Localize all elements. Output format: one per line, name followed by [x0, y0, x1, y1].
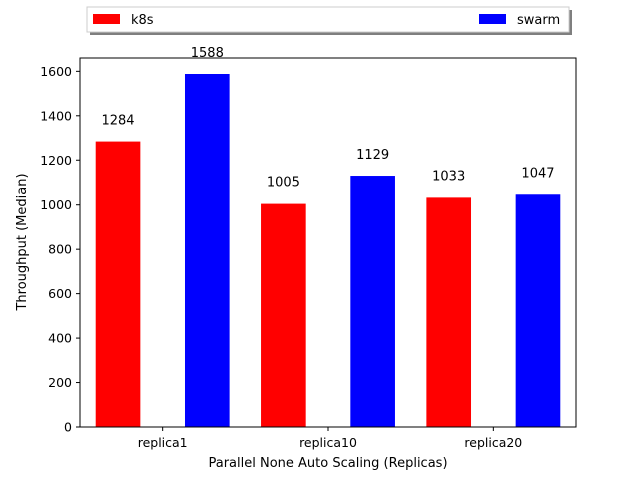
bar-value-label: 1047 [521, 166, 554, 181]
legend-swatch-k8s [93, 14, 120, 24]
legend-label-swarm: swarm [517, 13, 560, 28]
y-tick-label: 1200 [40, 153, 72, 168]
x-axis-label: Parallel None Auto Scaling (Replicas) [208, 456, 447, 471]
y-axis-ticks: 0 200 400 600 800 1000 1200 1400 1600 [40, 64, 80, 435]
bar-swarm-replica1 [184, 74, 230, 427]
y-tick-label: 600 [48, 286, 72, 301]
bars [95, 74, 561, 427]
y-tick-label: 1000 [40, 197, 72, 212]
bar-value-label: 1284 [101, 114, 134, 129]
legend-swatch-swarm [479, 14, 506, 24]
legend: k8s swarm [86, 6, 572, 35]
bar-value-label: 1588 [191, 46, 224, 61]
bar-swarm-replica10 [350, 176, 395, 427]
bar-k8s-replica10 [261, 203, 306, 427]
y-tick-label: 0 [64, 420, 72, 435]
x-tick-label: replica20 [464, 435, 522, 450]
x-axis-ticks: replica1 replica10 replica20 [138, 427, 522, 450]
bar-value-label: 1129 [356, 148, 389, 163]
plot-frame [79, 57, 577, 428]
x-tick-label: replica1 [138, 435, 188, 450]
bar-value-labels: 1284 1588 1005 1129 1033 1047 [101, 46, 554, 191]
bar-value-label: 1005 [267, 176, 300, 191]
x-tick-label: replica10 [299, 435, 357, 450]
y-tick-label: 200 [48, 375, 72, 390]
legend-label-k8s: k8s [131, 13, 154, 28]
bar-k8s-replica20 [426, 197, 472, 427]
y-tick-label: 1400 [40, 108, 72, 123]
y-tick-label: 1600 [40, 64, 72, 79]
y-tick-label: 400 [48, 331, 72, 346]
y-tick-label: 800 [48, 242, 72, 257]
bar-k8s-replica1 [95, 141, 141, 427]
bar-value-label: 1033 [432, 169, 465, 184]
y-axis-label: Throughput (Median) [15, 173, 30, 311]
bar-swarm-replica20 [515, 194, 561, 427]
